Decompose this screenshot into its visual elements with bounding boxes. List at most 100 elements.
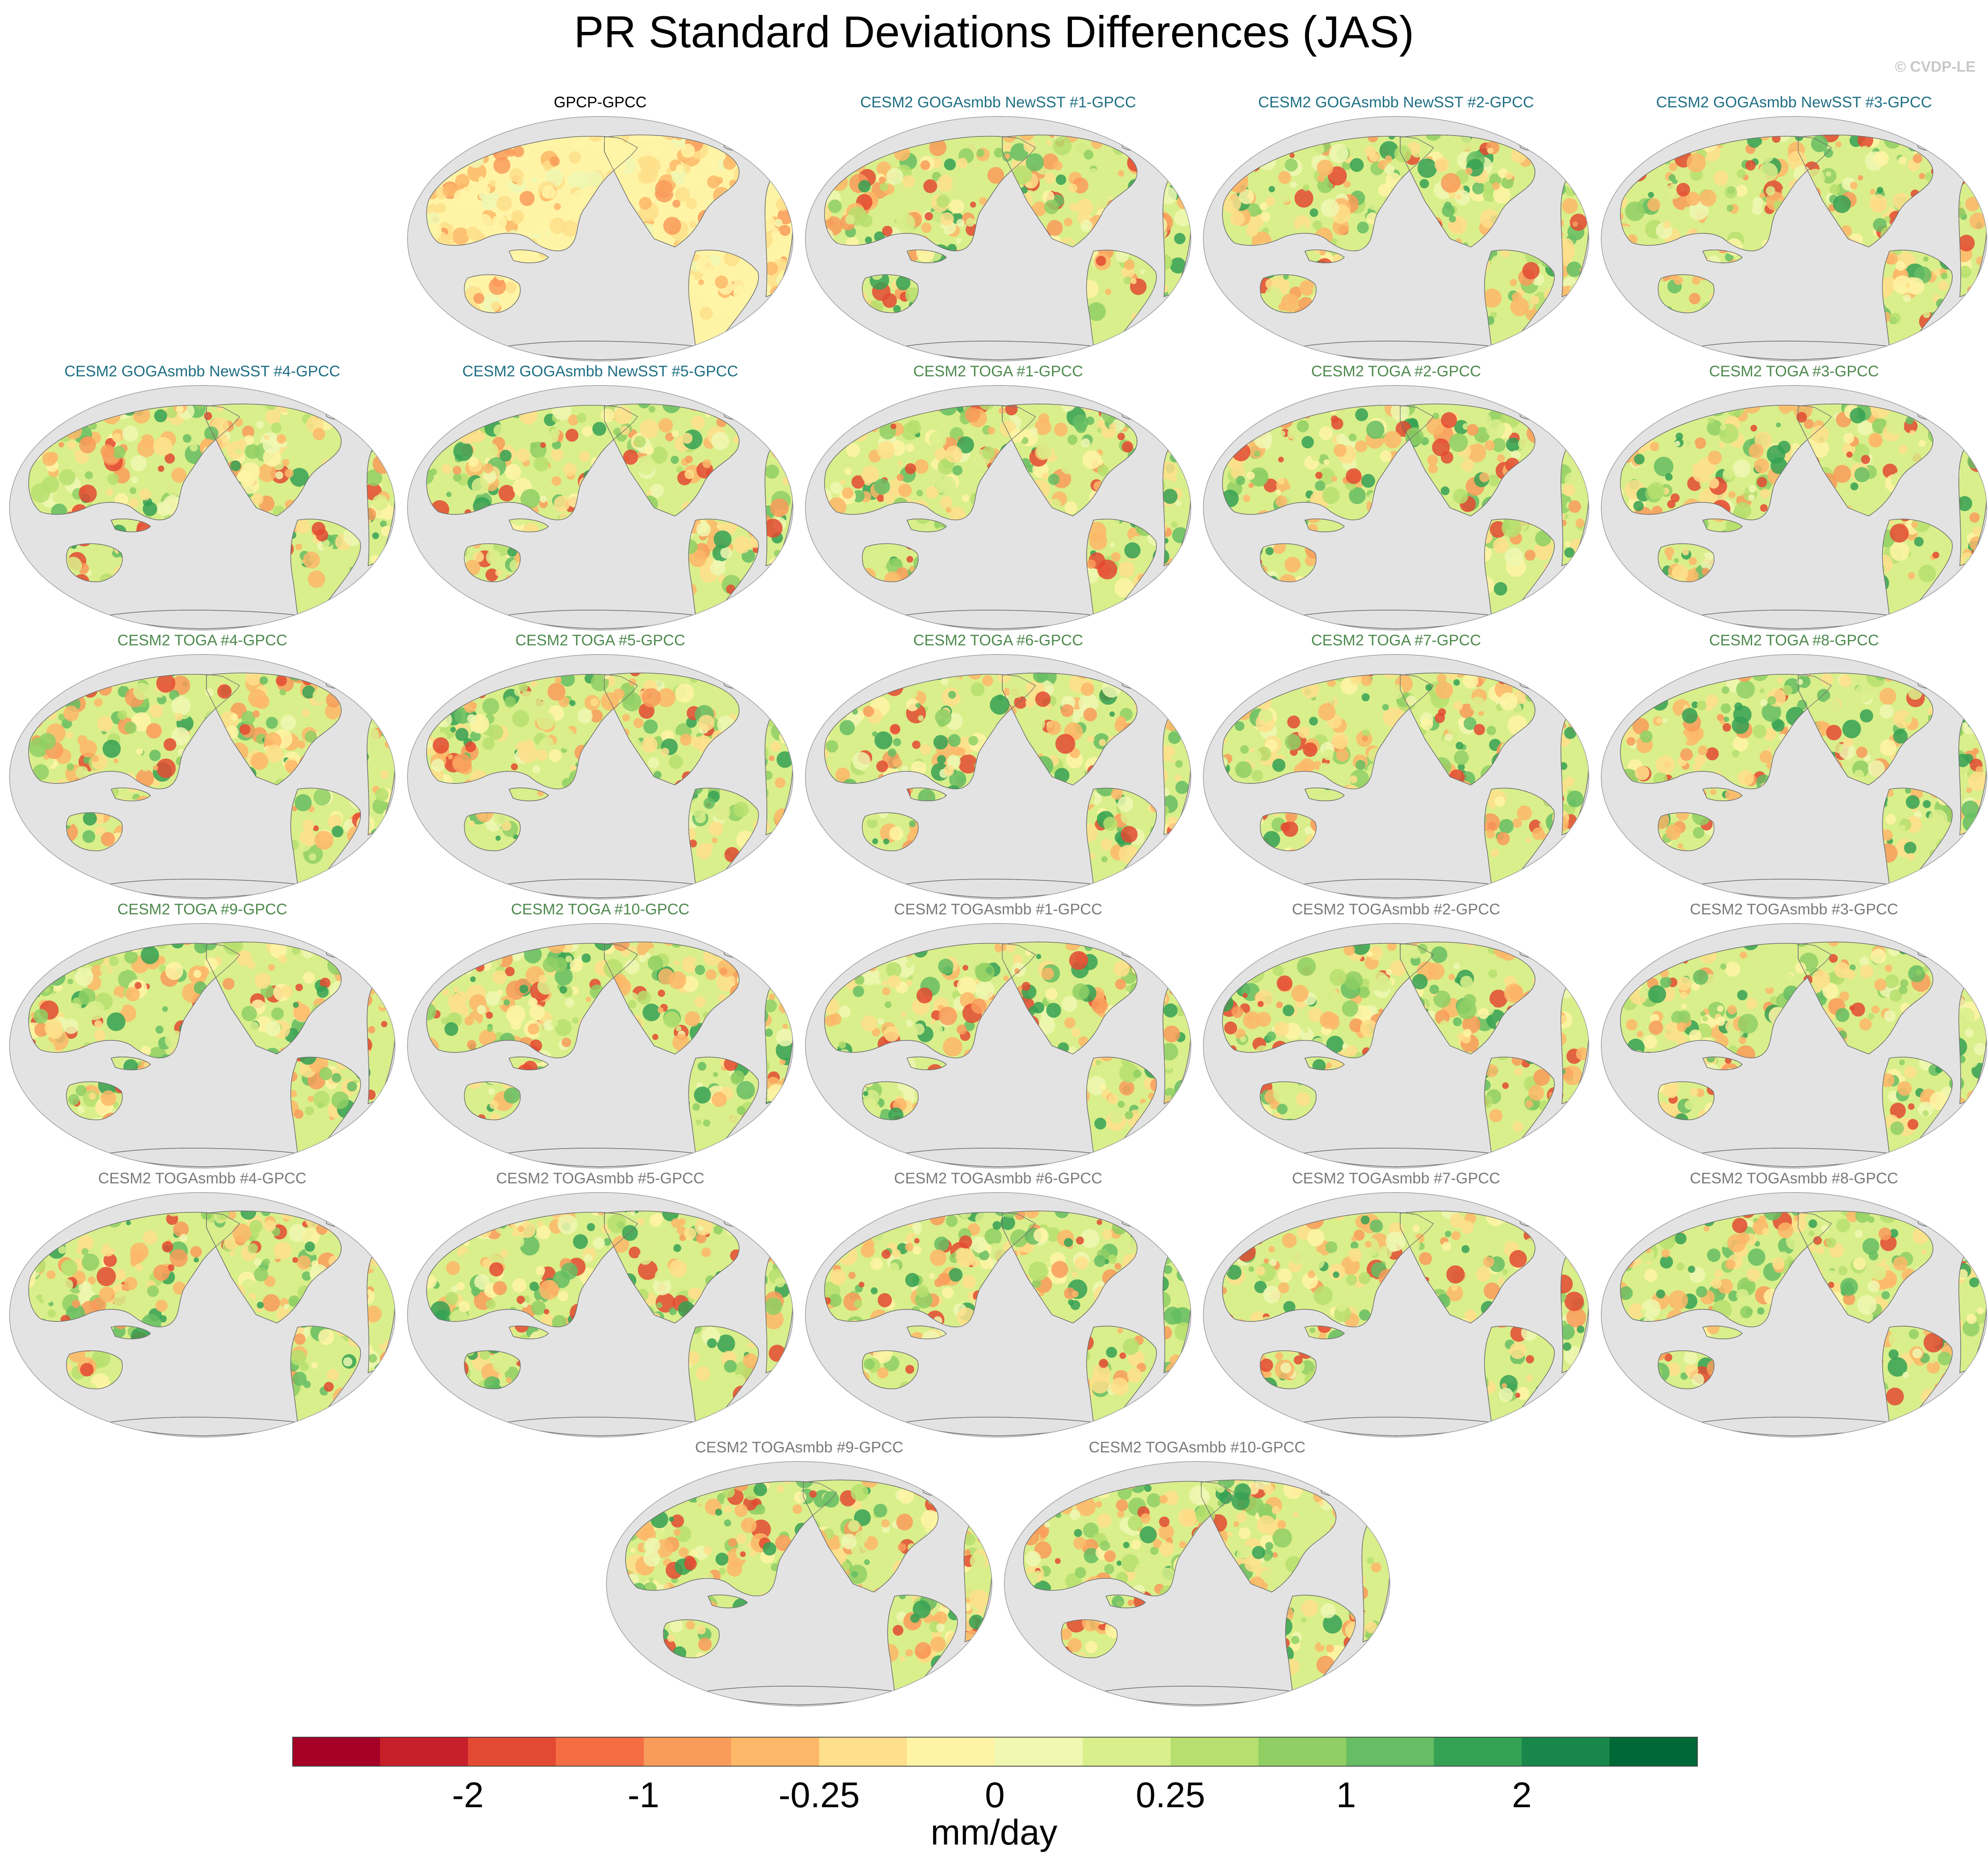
panel-title: CESM2 TOGAsmbb #6-GPCC xyxy=(894,1170,1103,1187)
colorbar-swatch xyxy=(1170,1737,1259,1767)
panel-title: CESM2 GOGAsmbb NewSST #3-GPCC xyxy=(1656,94,1932,111)
map-panel: CESM2 TOGAsmbb #4-GPCC xyxy=(7,1170,397,1439)
world-map xyxy=(1004,1461,1390,1706)
colorbar-tick-label: 1 xyxy=(1336,1775,1356,1815)
land-outline-africaeur xyxy=(1560,987,1589,1105)
world-map xyxy=(805,385,1191,630)
world-map xyxy=(805,923,1191,1168)
world-map xyxy=(1601,116,1987,361)
world-map xyxy=(9,1192,395,1437)
panel-title: CESM2 TOGAsmbb #3-GPCC xyxy=(1690,901,1898,918)
panel-title: CESM2 TOGAsmbb #10-GPCC xyxy=(1089,1439,1306,1456)
panel-title: CESM2 TOGAsmbb #8-GPCC xyxy=(1690,1170,1898,1187)
panel-title: CESM2 TOGA #8-GPCC xyxy=(1709,632,1879,649)
map-panel: CESM2 TOGAsmbb #10-GPCC xyxy=(1002,1439,1392,1708)
world-map xyxy=(407,116,793,361)
colorbar-tick-label: 2 xyxy=(1512,1775,1532,1815)
panel-title: CESM2 TOGA #9-GPCC xyxy=(117,901,287,918)
map-panel: CESM2 GOGAsmbb NewSST #5-GPCC xyxy=(405,363,795,632)
world-map xyxy=(9,654,395,899)
colorbar-swatch xyxy=(1610,1737,1698,1767)
world-map xyxy=(1203,923,1589,1168)
panel-title: CESM2 TOGA #10-GPCC xyxy=(511,901,690,918)
map-panel: CESM2 GOGAsmbb NewSST #3-GPCC xyxy=(1599,94,1988,363)
map-panel: CESM2 TOGA #10-GPCC xyxy=(405,901,795,1170)
map-panel: CESM2 TOGA #5-GPCC xyxy=(405,632,795,901)
world-map xyxy=(1203,116,1589,361)
colorbar-swatch xyxy=(643,1737,732,1767)
world-map xyxy=(805,1192,1191,1437)
panel-title: CESM2 GOGAsmbb NewSST #5-GPCC xyxy=(462,363,738,380)
world-map xyxy=(407,385,793,630)
panel-title: CESM2 TOGA #2-GPCC xyxy=(1311,363,1481,380)
map-panel: CESM2 TOGA #7-GPCC xyxy=(1201,632,1591,901)
panel-title: CESM2 GOGAsmbb NewSST #2-GPCC xyxy=(1258,94,1534,111)
colorbar-swatch xyxy=(1522,1737,1610,1767)
panel-title: CESM2 GOGAsmbb NewSST #1-GPCC xyxy=(860,94,1136,111)
figure-title: PR Standard Deviations Differences (JAS) xyxy=(574,7,1414,57)
world-map xyxy=(1601,1192,1987,1437)
map-panel: CESM2 GOGAsmbb NewSST #4-GPCC xyxy=(7,363,397,632)
colorbar-tick-label: -2 xyxy=(452,1775,484,1815)
world-map xyxy=(805,116,1191,361)
panel-title: CESM2 TOGA #3-GPCC xyxy=(1709,363,1879,380)
colorbar-swatch xyxy=(380,1737,468,1767)
map-panel: CESM2 TOGA #6-GPCC xyxy=(803,632,1193,901)
map-panel: CESM2 TOGAsmbb #1-GPCC xyxy=(803,901,1193,1170)
colorbar-swatch xyxy=(1258,1737,1346,1767)
world-map xyxy=(9,385,395,630)
map-panel: CESM2 TOGA #8-GPCC xyxy=(1599,632,1988,901)
world-map xyxy=(407,923,793,1168)
colorbar-swatch xyxy=(468,1737,556,1767)
world-map xyxy=(1601,923,1987,1168)
panel-title: CESM2 TOGA #4-GPCC xyxy=(117,632,287,649)
panel-title: CESM2 TOGA #6-GPCC xyxy=(913,632,1083,649)
map-panel: CESM2 GOGAsmbb NewSST #2-GPCC xyxy=(1201,94,1591,363)
map-panel: CESM2 TOGA #9-GPCC xyxy=(7,901,397,1170)
world-map xyxy=(606,1461,992,1706)
map-panel: CESM2 TOGAsmbb #6-GPCC xyxy=(803,1170,1193,1439)
colorbar-swatch xyxy=(819,1737,907,1767)
colorbar-tick-label: 0.25 xyxy=(1136,1775,1205,1815)
colorbar-tick-label: -0.25 xyxy=(778,1775,860,1815)
world-map xyxy=(9,923,395,1168)
colorbar-swatch xyxy=(995,1737,1083,1767)
panel-title: CESM2 TOGA #7-GPCC xyxy=(1311,632,1481,649)
map-panel: CESM2 TOGA #2-GPCC xyxy=(1201,363,1591,632)
colorbar-swatch xyxy=(292,1737,381,1767)
map-panel: CESM2 TOGAsmbb #9-GPCC xyxy=(604,1439,994,1708)
colorbar-swatch xyxy=(555,1737,644,1767)
panel-title: CESM2 TOGAsmbb #4-GPCC xyxy=(98,1170,307,1187)
world-map xyxy=(1203,385,1589,630)
colorbar-unit-label: mm/day xyxy=(931,1813,1057,1852)
map-panel: CESM2 TOGAsmbb #5-GPCC xyxy=(405,1170,795,1439)
map-panel: CESM2 TOGAsmbb #2-GPCC xyxy=(1201,901,1591,1170)
map-panel: CESM2 TOGA #3-GPCC xyxy=(1599,363,1988,632)
world-map xyxy=(407,1192,793,1437)
colorbar-swatch xyxy=(1346,1737,1434,1767)
map-panel: CESM2 TOGAsmbb #3-GPCC xyxy=(1599,901,1988,1170)
map-panel: CESM2 GOGAsmbb NewSST #1-GPCC xyxy=(803,94,1193,363)
map-panel: GPCP-GPCC xyxy=(405,94,795,363)
world-map xyxy=(1203,1192,1589,1437)
panel-title: CESM2 GOGAsmbb NewSST #4-GPCC xyxy=(64,363,340,380)
map-panel: CESM2 TOGA #1-GPCC xyxy=(803,363,1193,632)
colorbar-tick-label: -1 xyxy=(628,1775,659,1815)
colorbar-tick-label: 0 xyxy=(985,1775,1005,1815)
panel-title: CESM2 TOGAsmbb #7-GPCC xyxy=(1292,1170,1501,1187)
map-panel: CESM2 TOGAsmbb #8-GPCC xyxy=(1599,1170,1988,1439)
colorbar-swatch xyxy=(1434,1737,1522,1767)
panel-title: CESM2 TOGA #5-GPCC xyxy=(515,632,685,649)
world-map xyxy=(1601,654,1987,899)
panel-title: CESM2 TOGAsmbb #2-GPCC xyxy=(1292,901,1501,918)
panel-title: GPCP-GPCC xyxy=(553,94,647,111)
map-panel: CESM2 TOGAsmbb #7-GPCC xyxy=(1201,1170,1591,1439)
colorbar-swatch xyxy=(907,1737,995,1767)
watermark: © CVDP-LE xyxy=(1895,58,1976,75)
world-map xyxy=(1203,654,1589,899)
colorbar-swatch xyxy=(731,1737,819,1767)
panel-title: CESM2 TOGAsmbb #5-GPCC xyxy=(496,1170,705,1187)
world-map xyxy=(1601,385,1987,630)
panel-title: CESM2 TOGAsmbb #9-GPCC xyxy=(695,1439,904,1456)
map-panel: CESM2 TOGA #4-GPCC xyxy=(7,632,397,901)
